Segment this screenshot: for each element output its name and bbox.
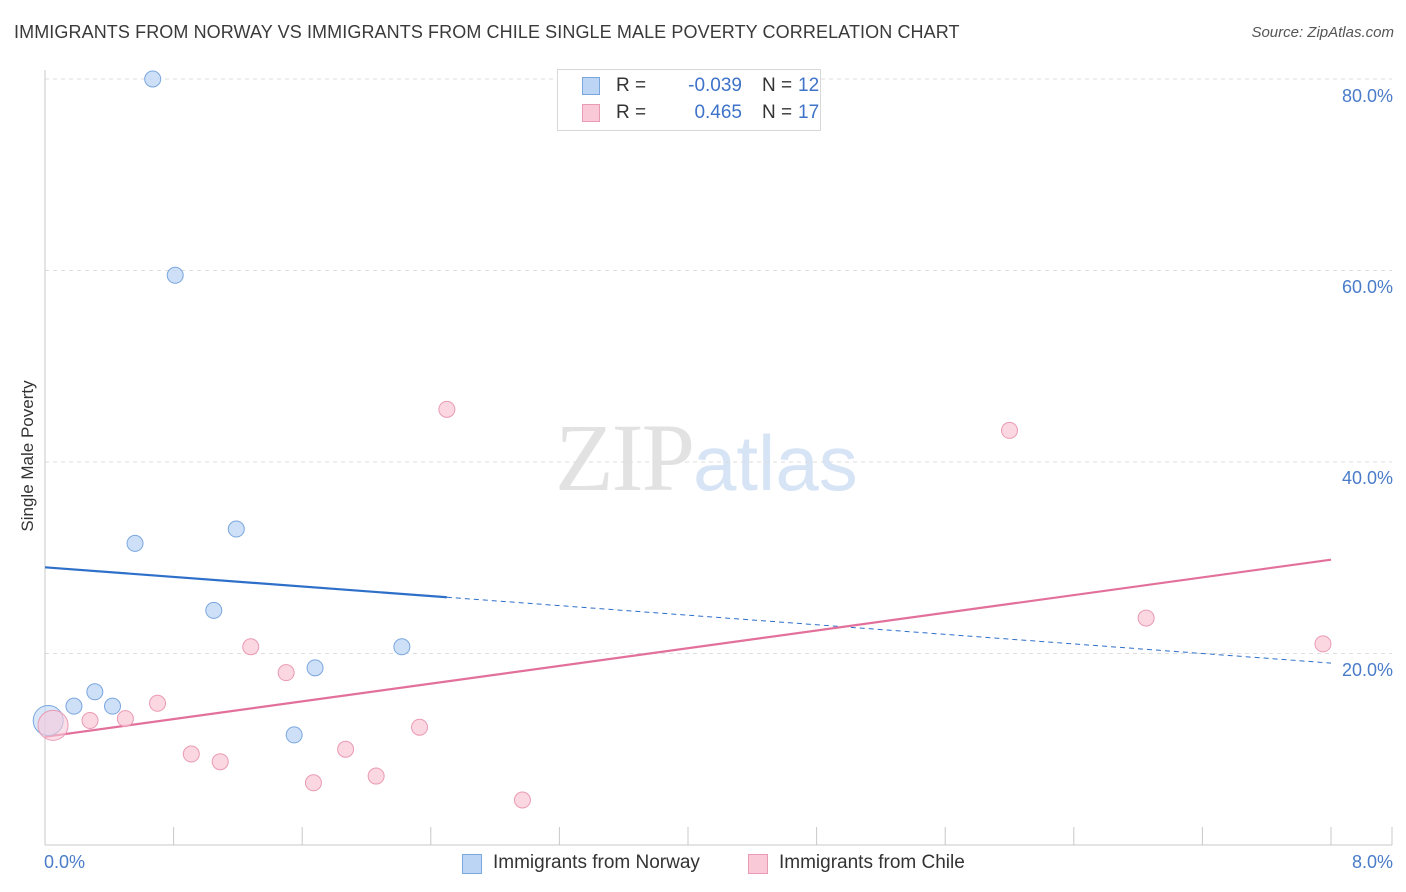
norway-point — [65, 697, 83, 715]
y-tick-label-40: 40.0% — [1341, 468, 1393, 488]
source-label: Source: ZipAtlas.com — [1251, 24, 1394, 41]
norway-point — [227, 520, 245, 538]
norway-legend-label: Immigrants from Norway — [493, 852, 700, 873]
trend-line-solid-norway — [44, 566, 447, 599]
y-tick-label-20: 20.0% — [1341, 660, 1393, 680]
n-value-norway: 12 — [798, 75, 820, 96]
n-value-chile: 17 — [798, 102, 820, 123]
r-value-norway: -0.039 — [688, 75, 742, 96]
gridlines — [45, 78, 1392, 654]
chile-point — [337, 740, 355, 758]
norway-point — [86, 683, 104, 701]
norway-point — [306, 659, 324, 677]
chile-point — [81, 712, 99, 730]
x-tick-label-max: 8.0% — [1351, 852, 1393, 872]
chile-point — [438, 400, 456, 418]
watermark-atlas: atlas — [693, 419, 858, 507]
r-label: R = — [616, 75, 647, 96]
chile-point — [1314, 635, 1332, 653]
trend-line-dashed-norway — [446, 596, 1332, 664]
r-value-chile: 0.465 — [694, 102, 742, 123]
chile-point — [116, 710, 134, 728]
chile-point — [367, 767, 385, 785]
chile-legend-swatch — [748, 854, 768, 874]
chile-point — [277, 664, 295, 682]
x-tick-label-min: 0.0% — [44, 852, 86, 872]
norway-legend-swatch — [462, 854, 482, 874]
y-tick-label-60: 60.0% — [1341, 277, 1393, 297]
data-points — [32, 70, 1332, 809]
chile-point — [149, 694, 167, 712]
chile-point — [1001, 421, 1018, 439]
chart-title: IMMIGRANTS FROM NORWAY VS IMMIGRANTS FRO… — [14, 22, 960, 42]
chile-point — [1137, 609, 1155, 627]
axes — [44, 70, 1393, 846]
norway-point — [126, 534, 144, 552]
n-label: N = — [762, 75, 793, 96]
y-tick-label-80: 80.0% — [1341, 86, 1393, 106]
watermark-zip: ZIP — [555, 404, 695, 511]
norway-point — [393, 638, 411, 656]
chile-point — [513, 791, 531, 809]
norway-point — [285, 726, 303, 744]
chile-swatch — [582, 104, 600, 122]
chile-point — [182, 745, 200, 763]
trend-lines — [44, 558, 1332, 738]
norway-point — [166, 266, 184, 284]
norway-point — [205, 601, 223, 619]
correlation-legend: R = -0.039 N = 12 R = 0.465 N = 17 — [557, 69, 821, 131]
norway-point — [104, 697, 122, 715]
norway-swatch — [582, 77, 600, 95]
chile-point — [304, 774, 322, 792]
norway-point — [144, 70, 162, 88]
n-label: N = — [762, 102, 793, 123]
chile-point — [37, 709, 69, 741]
r-label: R = — [616, 102, 647, 123]
chile-legend-label: Immigrants from Chile — [779, 852, 965, 873]
trend-line-solid-chile — [44, 558, 1332, 738]
watermark: ZIPatlas — [555, 402, 858, 513]
chile-point — [411, 718, 429, 736]
chile-point — [211, 753, 229, 771]
chile-point — [242, 638, 260, 656]
y-axis-label: Single Male Poverty — [18, 380, 37, 532]
